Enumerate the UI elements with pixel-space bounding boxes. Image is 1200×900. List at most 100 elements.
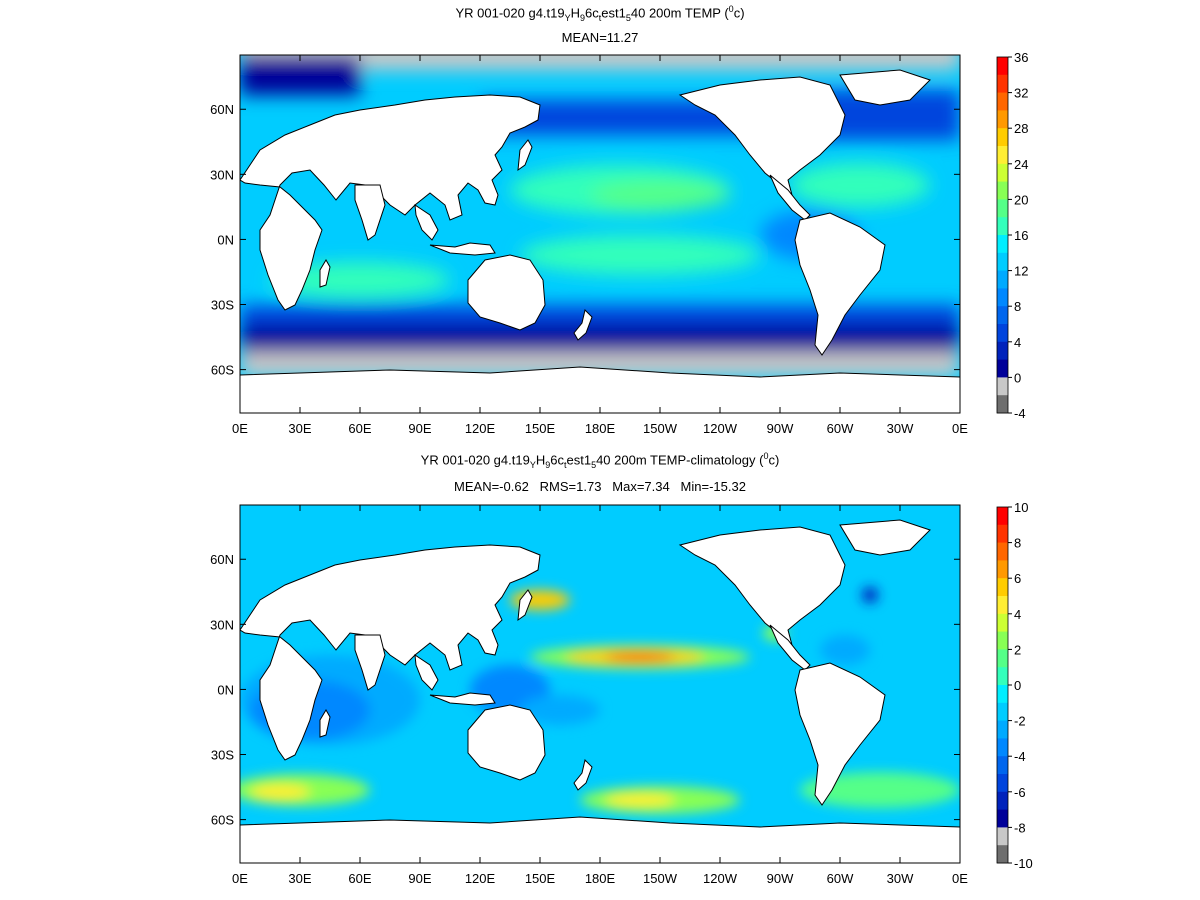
x-tick-label: 150E (525, 421, 556, 436)
colorbar-segment (997, 809, 1008, 828)
x-tick-label: 30E (288, 421, 311, 436)
colorbar-segment (997, 359, 1008, 378)
colorbar-label: 24 (1014, 157, 1028, 172)
panel1-map: 0E 30E 60E 90E 120E 150E 180E 150W 120W 90W 60W 30W… (210, 50, 1028, 436)
x-tick-label: 120W (703, 421, 738, 436)
x-tick-label: 60E (348, 421, 371, 436)
colorbar-segment (997, 57, 1008, 76)
colorbar-segment (997, 128, 1008, 147)
colorbar-segment (997, 649, 1008, 668)
colorbar-segment (997, 596, 1008, 615)
x-tick-label: 60W (827, 421, 854, 436)
colorbar-segment (997, 92, 1008, 111)
x-tick-label: 150E (525, 871, 556, 886)
colorbar-segment (997, 845, 1008, 864)
colorbar-segment (997, 270, 1008, 289)
panel1-colorbar: 36 32 28 24 20 16 12 8 4 0 -4 (996, 50, 1028, 421)
colorbar-label: 6 (1014, 571, 1021, 586)
y-tick-label: 60S (211, 363, 234, 378)
colorbar-label: 4 (1014, 607, 1021, 622)
colorbar-label: 0 (1014, 678, 1021, 693)
colorbar-label: 36 (1014, 50, 1028, 65)
x-tick-label: 60E (348, 871, 371, 886)
colorbar-label: -6 (1014, 785, 1026, 800)
y-tick-label: 0N (217, 232, 234, 247)
x-tick-label: 120W (703, 871, 738, 886)
colorbar-label: 2 (1014, 642, 1021, 657)
y-tick-label: 0N (217, 682, 234, 697)
colorbar-label: -2 (1014, 714, 1026, 729)
colorbar-segment (997, 341, 1008, 361)
x-tick-label: 180E (585, 871, 616, 886)
x-tick-label: 30E (288, 871, 311, 886)
panel2-colorbar: 10 8 6 4 2 0 -2 -4 -6 -8 -10 (996, 500, 1033, 871)
panel2-map: 0E 30E 60E 90E 120E 150E 180E 150W 120W 90W 60W 30W… (210, 500, 1033, 886)
colorbar-segment (997, 667, 1008, 686)
colorbar-segment (997, 74, 1008, 94)
colorbar-segment (997, 288, 1008, 307)
x-tick-label: 0E (232, 871, 248, 886)
y-tick-label: 30S (211, 298, 234, 313)
panel1-title: YR 001-020 g4.t19YH96ctest1540 200m TEMP… (455, 4, 745, 23)
colorbar-segment (997, 738, 1008, 757)
panel1-x-axis: 0E 30E 60E 90E 120E 150E 180E 150W 120W 90W 60W 30W… (232, 55, 968, 436)
x-tick-label: 30W (887, 871, 914, 886)
x-tick-label: 90W (767, 871, 794, 886)
colorbar-segment (997, 827, 1008, 846)
x-tick-label: 90W (767, 421, 794, 436)
panel2-y-axis: 60N 30N 0N 30S 60S (210, 552, 960, 828)
y-tick-label: 60N (210, 102, 234, 117)
colorbar-label: 16 (1014, 228, 1028, 243)
colorbar-segment (997, 110, 1008, 129)
colorbar-segment (997, 685, 1008, 704)
x-tick-label: 0E (952, 421, 968, 436)
x-tick-label: 30W (887, 421, 914, 436)
panel1-subtitle: MEAN=11.27 (561, 30, 639, 45)
colorbar-label: 32 (1014, 86, 1028, 101)
x-tick-label: 0E (232, 421, 248, 436)
colorbar-segment (997, 631, 1008, 650)
colorbar-segment (997, 252, 1008, 272)
x-tick-label: 120E (465, 871, 496, 886)
y-tick-label: 30S (211, 748, 234, 763)
colorbar-segment (997, 377, 1008, 396)
colorbar-segment (997, 756, 1008, 775)
x-tick-label: 60W (827, 871, 854, 886)
colorbar-label: 12 (1014, 264, 1028, 279)
colorbar-label: 28 (1014, 121, 1028, 136)
panel2-x-axis: 0E 30E 60E 90E 120E 150E 180E 150W 120W 90W 60W 30W… (232, 505, 968, 886)
x-tick-label: 0E (952, 871, 968, 886)
y-tick-label: 30N (210, 617, 234, 632)
x-tick-label: 180E (585, 421, 616, 436)
x-tick-label: 150W (643, 421, 678, 436)
panel2-title: YR 001-020 g4.t19YH96ctest1540 200m TEMP… (420, 451, 780, 470)
colorbar-label: 4 (1014, 335, 1021, 350)
colorbar-segment (997, 395, 1008, 414)
colorbar-segment (997, 146, 1008, 165)
colorbar-segment (997, 542, 1008, 561)
y-tick-label: 60S (211, 813, 234, 828)
colorbar-label: -8 (1014, 820, 1026, 835)
colorbar-segment (997, 324, 1008, 343)
colorbar-segment (997, 181, 1008, 200)
colorbar-label: 8 (1014, 299, 1021, 314)
colorbar-label: 0 (1014, 370, 1021, 385)
colorbar-label: 10 (1014, 500, 1028, 515)
x-tick-label: 120E (465, 421, 496, 436)
colorbar-segment (997, 774, 1008, 793)
colorbar-label: -10 (1014, 856, 1033, 871)
colorbar-segment (997, 702, 1008, 722)
panel2-subtitle: MEAN=-0.62 RMS=1.73 Max=7.34 Min=-15.32 (454, 479, 746, 494)
colorbar-segment (997, 560, 1008, 579)
colorbar-segment (997, 235, 1008, 254)
x-tick-label: 90E (408, 421, 431, 436)
colorbar-label: -4 (1014, 406, 1026, 421)
colorbar-segment (997, 578, 1008, 597)
colorbar-segment (997, 524, 1008, 544)
colorbar-segment (997, 791, 1008, 811)
colorbar-label: -4 (1014, 749, 1026, 764)
colorbar-segment (997, 199, 1008, 218)
y-tick-label: 30N (210, 167, 234, 182)
x-tick-label: 90E (408, 871, 431, 886)
